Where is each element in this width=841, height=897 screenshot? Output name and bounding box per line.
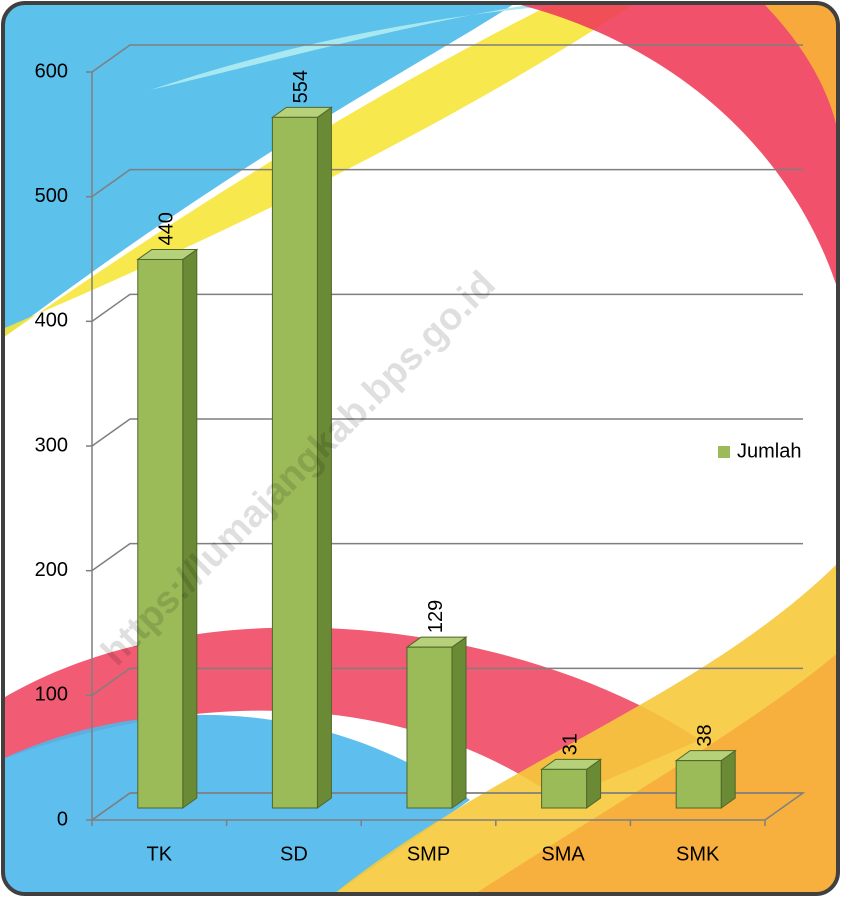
bar-front	[271, 116, 318, 809]
y-tick-label: 500	[35, 185, 68, 207]
bar-front	[541, 768, 588, 809]
value-label: 440	[156, 212, 178, 245]
value-label: 129	[425, 600, 447, 633]
bar-side	[182, 248, 198, 809]
y-tick-label: 600	[35, 60, 68, 82]
grid-line	[91, 293, 803, 322]
x-tick-label: TK	[147, 843, 173, 865]
value-label: 38	[694, 724, 716, 746]
bar	[674, 749, 737, 809]
x-tick-label: SD	[280, 843, 308, 865]
grid-line	[91, 418, 803, 447]
y-tick-label: 0	[57, 808, 68, 830]
x-tick-label: SMP	[407, 843, 450, 865]
y-tick-label: 200	[35, 559, 68, 581]
value-label: 31	[559, 733, 581, 755]
bar	[136, 248, 199, 809]
bar-side	[451, 636, 467, 809]
bar	[405, 636, 468, 809]
grid-line	[91, 44, 803, 73]
x-tick-label: SMA	[541, 843, 585, 865]
bar	[540, 758, 603, 809]
legend-swatch	[718, 446, 730, 458]
grid-line	[91, 168, 803, 198]
bar-front	[406, 646, 453, 809]
bar-front	[675, 760, 722, 809]
x-tick-label: SMK	[676, 843, 720, 865]
bar	[270, 106, 333, 809]
grid-line	[91, 542, 803, 572]
grid-line	[91, 667, 803, 696]
legend-label: Jumlah	[737, 440, 801, 462]
y-tick-label: 100	[35, 684, 68, 706]
y-tick-label: 300	[35, 434, 68, 456]
bar-front	[137, 258, 184, 809]
value-label: 554	[290, 70, 312, 103]
y-tick-label: 400	[35, 310, 68, 332]
